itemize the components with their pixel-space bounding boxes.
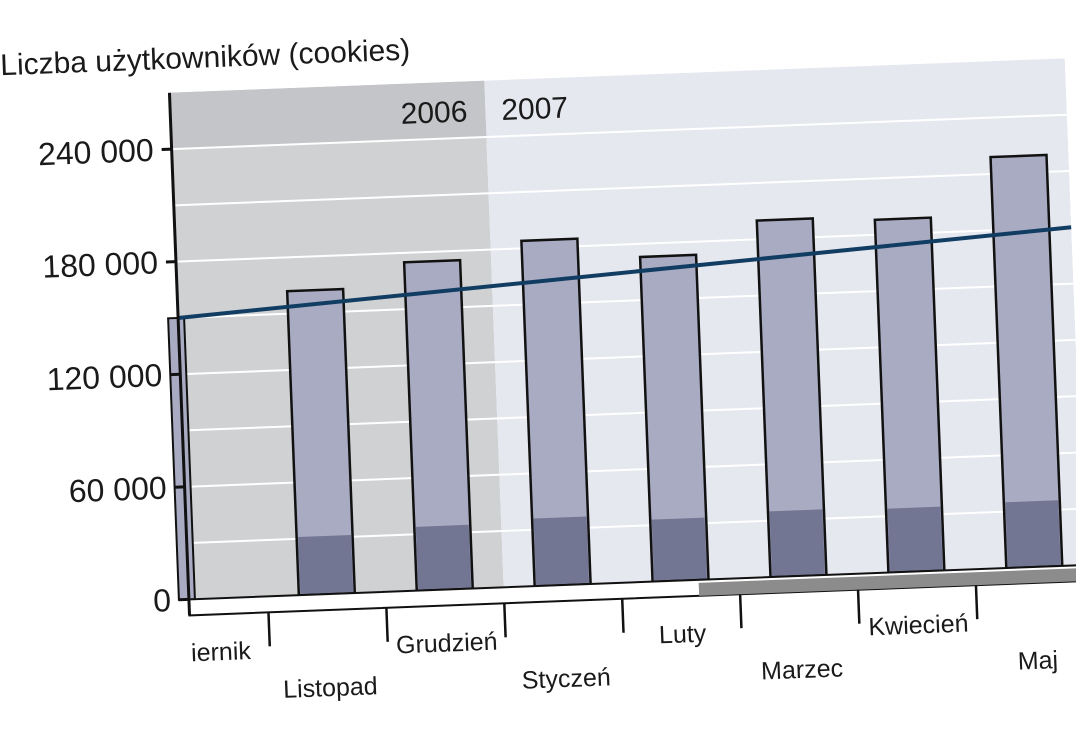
bar-dark xyxy=(887,507,942,572)
x-tick-label: Styczeń xyxy=(521,663,611,694)
x-tick xyxy=(976,585,977,619)
x-tick-label: Marzec xyxy=(761,654,844,685)
bar-dark xyxy=(298,535,353,594)
y-tick-label: 120 000 xyxy=(46,357,163,397)
y-tick-label: 0 xyxy=(152,582,171,619)
x-tick xyxy=(622,599,623,633)
x-tick xyxy=(386,608,387,642)
x-tick-label: iernik xyxy=(191,637,252,667)
bar-dark xyxy=(1005,500,1060,567)
x-tick xyxy=(504,603,505,637)
bar-dark xyxy=(769,509,824,576)
x-tick-label: Kwiecień xyxy=(868,610,969,642)
bar-dark xyxy=(534,516,590,585)
y-tick-label: 240 000 xyxy=(37,132,154,172)
x-tick-label: Grudzień xyxy=(396,628,498,660)
year-label-2006: 2006 xyxy=(400,95,468,131)
x-tick-label: Luty xyxy=(658,620,707,650)
bar-dark xyxy=(652,518,707,581)
x-tick xyxy=(268,612,269,646)
bar-dark xyxy=(416,525,471,590)
x-tick xyxy=(858,590,859,624)
x-tick xyxy=(740,594,741,628)
y-tick-label: 180 000 xyxy=(42,244,159,284)
x-tick-label: Maj xyxy=(1017,646,1058,676)
y-tick-label: 60 000 xyxy=(68,470,167,510)
x-tick-label: Listopad xyxy=(283,672,379,704)
year-label-2007: 2007 xyxy=(501,92,569,128)
